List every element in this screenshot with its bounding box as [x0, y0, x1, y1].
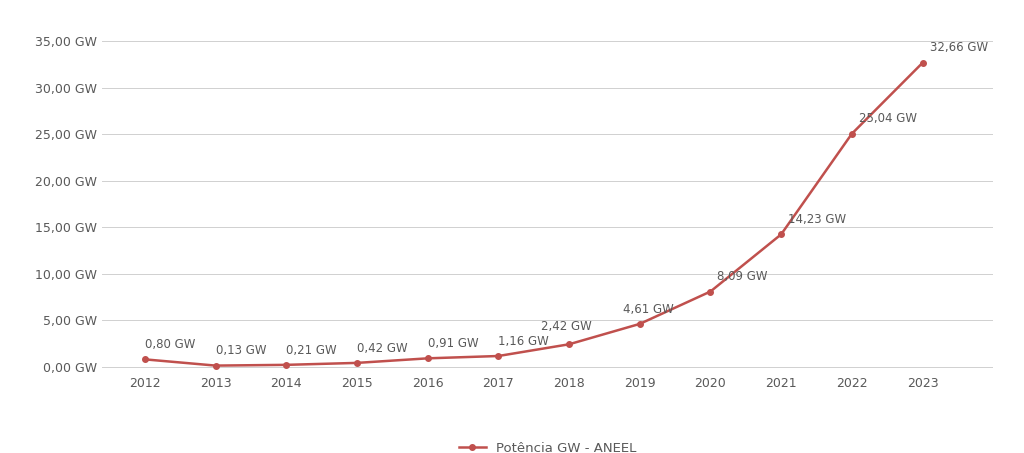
- Potência GW - ANEEL: [916, 60, 929, 66]
- Text: 0,80 GW: 0,80 GW: [144, 338, 196, 351]
- Text: 8,09 GW: 8,09 GW: [718, 270, 768, 283]
- Text: 2,42 GW: 2,42 GW: [541, 320, 592, 333]
- Potência GW - ANEEL: [281, 362, 293, 367]
- Text: 14,23 GW: 14,23 GW: [788, 213, 846, 226]
- Text: 4,61 GW: 4,61 GW: [623, 303, 674, 316]
- Text: 0,42 GW: 0,42 GW: [357, 342, 408, 355]
- Potência GW - ANEEL: [138, 357, 151, 362]
- Potência GW - ANEEL: [351, 360, 364, 366]
- Potência GW - ANEEL: [422, 356, 434, 361]
- Potência GW - ANEEL: [705, 289, 717, 294]
- Potência GW - ANEEL: [846, 131, 858, 136]
- Text: 0,21 GW: 0,21 GW: [287, 343, 337, 357]
- Potência GW - ANEEL: [563, 342, 575, 347]
- Legend: Potência GW - ANEEL: Potência GW - ANEEL: [454, 436, 642, 453]
- Text: 1,16 GW: 1,16 GW: [499, 335, 549, 347]
- Text: 0,91 GW: 0,91 GW: [428, 337, 478, 350]
- Potência GW - ANEEL: [209, 363, 221, 368]
- Text: 32,66 GW: 32,66 GW: [930, 42, 987, 54]
- Text: 25,04 GW: 25,04 GW: [859, 112, 916, 125]
- Text: 0,13 GW: 0,13 GW: [215, 344, 266, 357]
- Potência GW - ANEEL: [634, 321, 646, 327]
- Potência GW - ANEEL: [775, 231, 787, 237]
- Potência GW - ANEEL: [493, 353, 505, 359]
- Line: Potência GW - ANEEL: Potência GW - ANEEL: [142, 60, 926, 368]
